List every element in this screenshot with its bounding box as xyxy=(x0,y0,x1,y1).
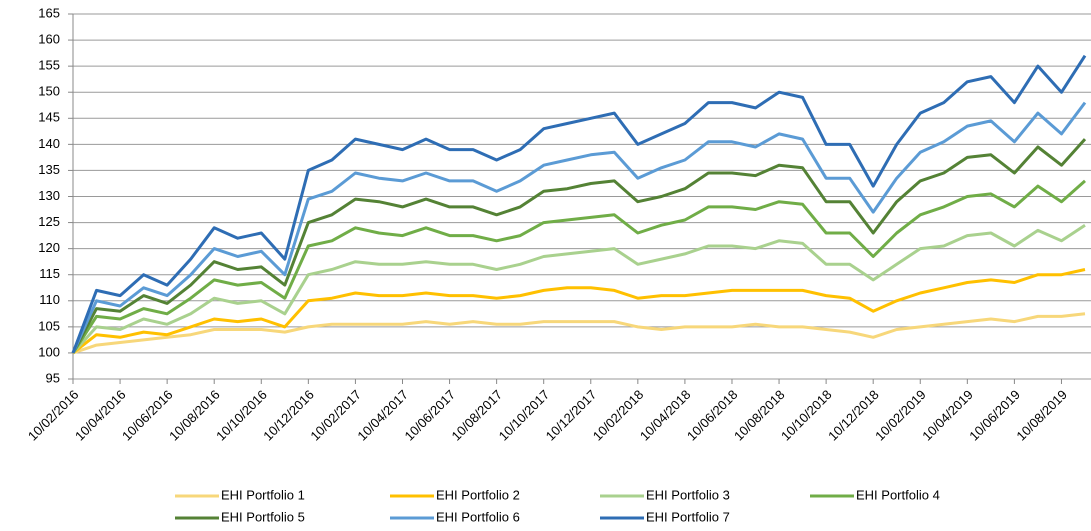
x-tick-label: 10/08/2019 xyxy=(1013,387,1070,444)
y-tick-label: 135 xyxy=(38,162,60,177)
legend-label: EHI Portfolio 6 xyxy=(436,509,520,524)
legend-label: EHI Portfolio 3 xyxy=(646,487,730,502)
y-tick-label: 110 xyxy=(39,292,60,307)
y-tick-label: 155 xyxy=(38,58,60,73)
series-line xyxy=(71,223,1086,354)
y-tick-label: 150 xyxy=(38,84,60,99)
series-line xyxy=(72,312,1086,355)
legend-label: EHI Portfolio 2 xyxy=(436,487,520,502)
y-tick-label: 130 xyxy=(38,188,60,203)
series-line xyxy=(71,101,1087,354)
series-line xyxy=(72,268,1086,355)
y-tick-label: 120 xyxy=(38,240,60,255)
series-line xyxy=(71,54,1087,354)
y-tick-label: 160 xyxy=(38,32,60,47)
y-tick-label: 100 xyxy=(38,344,60,359)
y-tick-label: 145 xyxy=(38,110,60,125)
legend-label: EHI Portfolio 7 xyxy=(646,509,730,524)
y-tick-label: 105 xyxy=(38,318,60,333)
y-tick-label: 115 xyxy=(39,266,60,281)
y-tick-label: 125 xyxy=(38,214,60,229)
y-tick-label: 95 xyxy=(46,370,60,385)
y-tick-label: 165 xyxy=(38,5,60,20)
legend-label: EHI Portfolio 4 xyxy=(856,487,940,502)
series-line xyxy=(71,138,1087,354)
legend-label: EHI Portfolio 1 xyxy=(221,487,305,502)
legend-label: EHI Portfolio 5 xyxy=(221,509,305,524)
y-tick-label: 140 xyxy=(38,136,60,151)
series-line xyxy=(71,179,1086,354)
